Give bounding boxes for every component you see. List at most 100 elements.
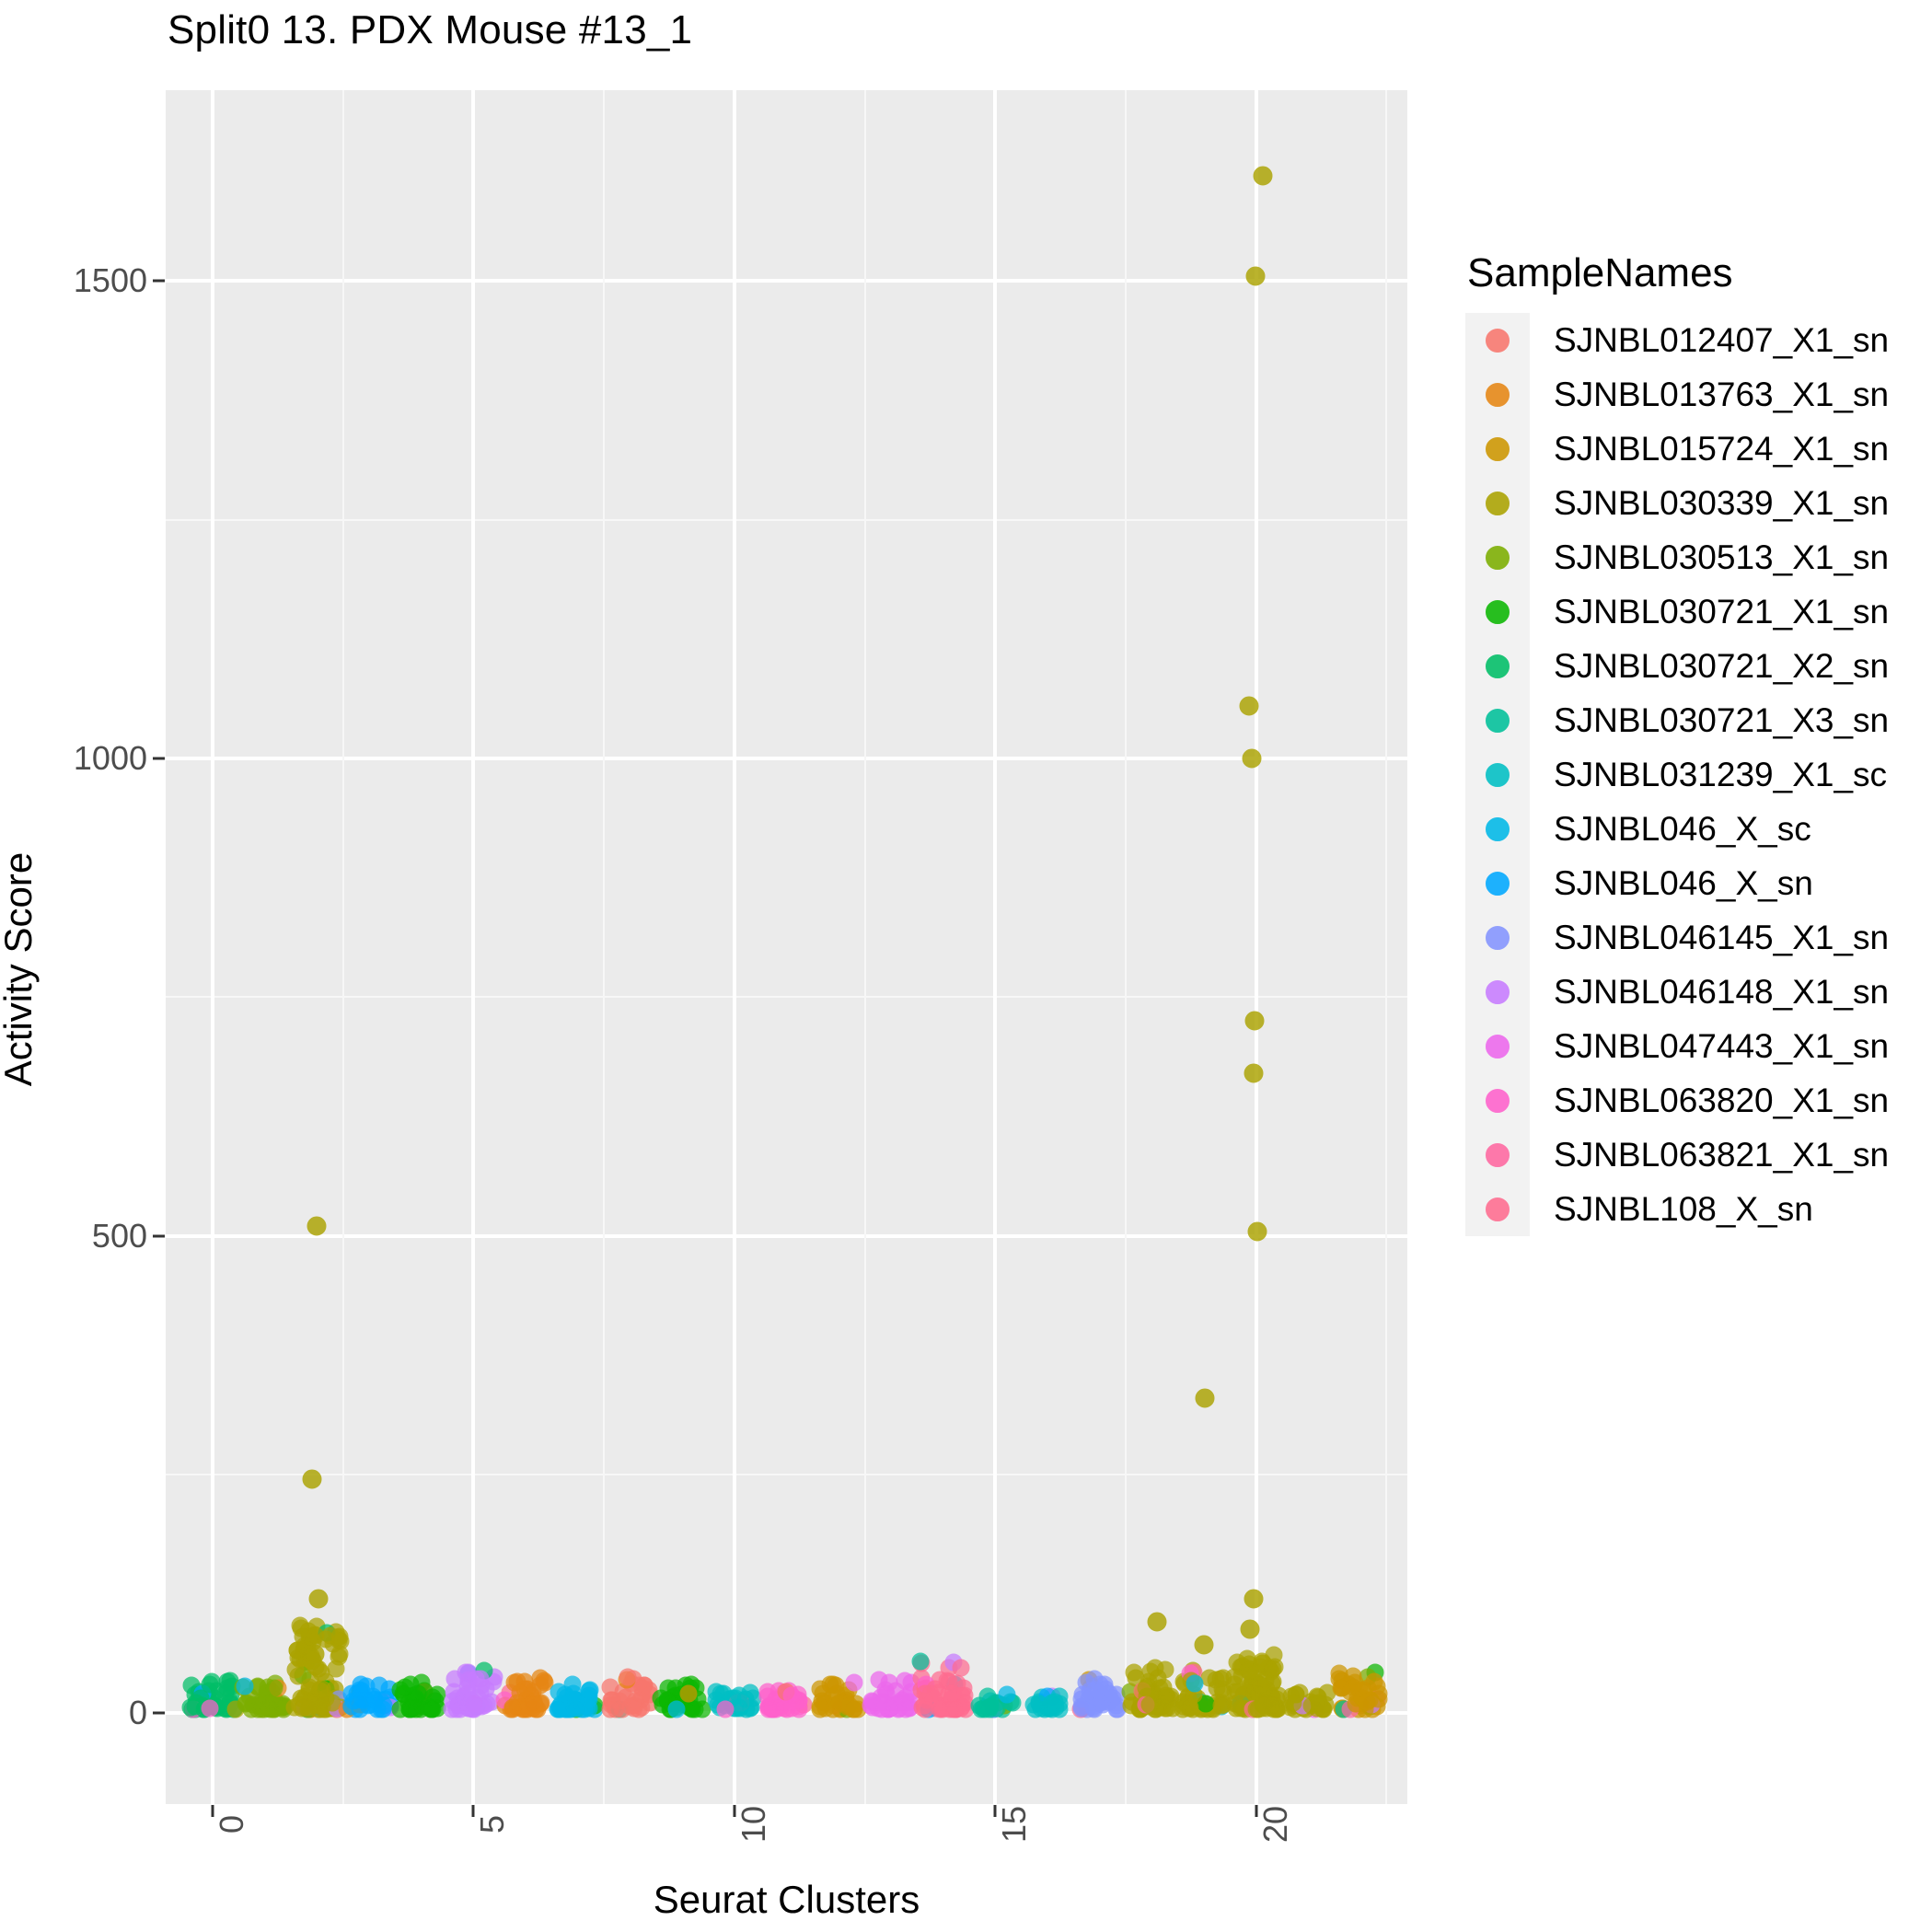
data-point [201, 1675, 219, 1694]
gridline-major-vertical [211, 90, 214, 1804]
gridline-minor-vertical [1385, 90, 1388, 1804]
legend-color-dot-icon [1486, 925, 1510, 950]
legend-item[interactable]: SJNBL047443_X1_sn [1465, 1019, 1926, 1073]
legend-key-swatch [1465, 1073, 1530, 1128]
y-tick-label: 0 [128, 1694, 147, 1732]
legend-item[interactable]: SJNBL030721_X2_sn [1465, 639, 1926, 693]
legend-item-label: SJNBL046148_X1_sn [1554, 972, 1890, 1011]
data-point [1358, 1693, 1376, 1711]
x-tick-label: 10 [734, 1805, 772, 1844]
data-point [352, 1675, 370, 1694]
legend-item[interactable]: SJNBL046148_X1_sn [1465, 965, 1926, 1019]
data-point [1186, 1674, 1204, 1693]
legend-item[interactable]: SJNBL046145_X1_sn [1465, 910, 1926, 965]
legend-item-label: SJNBL063821_X1_sn [1554, 1135, 1890, 1174]
data-point [619, 1668, 637, 1686]
data-point [830, 1694, 849, 1712]
data-point-outlier [1195, 1388, 1215, 1408]
legend-item[interactable]: SJNBL030339_X1_sn [1465, 476, 1926, 530]
legend-key-swatch [1465, 856, 1530, 910]
data-point-outlier [1239, 1660, 1259, 1680]
data-point [1140, 1695, 1159, 1714]
data-point-outlier [1244, 1589, 1264, 1609]
data-point [181, 1698, 200, 1717]
legend-item[interactable]: SJNBL063821_X1_sn [1465, 1128, 1926, 1182]
data-point-outlier [302, 1469, 322, 1489]
data-point [911, 1652, 930, 1671]
gridline-major-horizontal [166, 757, 1407, 761]
gridline-minor-horizontal [166, 518, 1407, 521]
data-point [782, 1686, 801, 1705]
legend-item[interactable]: SJNBL030513_X1_sn [1465, 530, 1926, 584]
legend-key-swatch [1465, 1019, 1530, 1073]
data-point [578, 1698, 596, 1717]
y-tick-label: 1000 [73, 739, 147, 778]
legend-key-swatch [1465, 313, 1530, 367]
data-point [679, 1684, 698, 1703]
legend-item-label: SJNBL013763_X1_sn [1554, 375, 1890, 413]
gridline-minor-horizontal [166, 1474, 1407, 1476]
legend-color-dot-icon [1486, 436, 1510, 461]
y-tick-mark [153, 757, 165, 760]
data-point [1302, 1696, 1321, 1715]
legend-item[interactable]: SJNBL012407_X1_sn [1465, 313, 1926, 367]
data-point [1287, 1685, 1305, 1704]
legend-item[interactable]: SJNBL030721_X1_sn [1465, 584, 1926, 639]
legend-color-dot-icon [1486, 1142, 1510, 1167]
y-tick-label: 1500 [73, 261, 147, 300]
data-point [1157, 1686, 1175, 1705]
legend-color-dot-icon [1486, 328, 1510, 353]
legend-color-dot-icon [1486, 979, 1510, 1004]
legend-item[interactable]: SJNBL030721_X3_sn [1465, 693, 1926, 747]
legend-item-label: SJNBL047443_X1_sn [1554, 1026, 1890, 1065]
legend-item[interactable]: SJNBL046_X_sc [1465, 802, 1926, 856]
legend-color-dot-icon [1486, 708, 1510, 733]
legend-item[interactable]: SJNBL046_X_sn [1465, 856, 1926, 910]
legend-key-swatch [1465, 530, 1530, 584]
data-point-outlier [1244, 1011, 1265, 1031]
gridline-major-vertical [732, 90, 736, 1804]
data-point-outlier [1244, 1063, 1264, 1083]
legend-item-label: SJNBL030721_X2_sn [1554, 646, 1890, 685]
data-point [580, 1682, 598, 1700]
gridline-major-vertical [993, 90, 998, 1804]
legend-item-label: SJNBL012407_X1_sn [1554, 320, 1890, 359]
data-point [236, 1677, 254, 1695]
gridline-minor-vertical [341, 90, 344, 1804]
legend-item[interactable]: SJNBL031239_X1_sc [1465, 747, 1926, 802]
legend-item-label: SJNBL030513_X1_sn [1554, 538, 1890, 576]
legend-title: SampleNames [1467, 250, 1733, 295]
legend: SampleNames SJNBL012407_X1_sn SJNBL013763… [1465, 250, 1926, 1236]
data-point [466, 1698, 484, 1717]
legend-items: SJNBL012407_X1_sn SJNBL013763_X1_sn SJNBL0… [1465, 313, 1926, 1236]
legend-item-label: SJNBL015724_X1_sn [1554, 429, 1890, 468]
gridline-minor-vertical [863, 90, 866, 1804]
data-point-outlier [1239, 696, 1259, 716]
data-point [265, 1679, 283, 1697]
y-tick-mark [153, 1234, 165, 1238]
data-point [716, 1700, 735, 1718]
data-point [1050, 1687, 1069, 1706]
data-point [344, 1692, 363, 1710]
data-point [821, 1675, 839, 1694]
legend-item-label: SJNBL046_X_sc [1554, 809, 1811, 848]
plot-panel [166, 90, 1407, 1804]
x-tick-label: 0 [213, 1814, 250, 1834]
legend-item[interactable]: SJNBL013763_X1_sn [1465, 367, 1926, 422]
data-point [897, 1700, 915, 1718]
data-point [330, 1645, 349, 1663]
data-point-outlier [302, 1650, 322, 1671]
legend-item-label: SJNBL031239_X1_sc [1554, 755, 1888, 793]
data-point [952, 1659, 970, 1677]
data-point-outlier [1194, 1635, 1214, 1655]
legend-item[interactable]: SJNBL063820_X1_sn [1465, 1073, 1926, 1128]
data-point [1229, 1683, 1247, 1701]
y-tick-mark [153, 1711, 165, 1715]
data-point [1181, 1698, 1199, 1717]
legend-item[interactable]: SJNBL108_X_sn [1465, 1182, 1926, 1236]
legend-key-swatch [1465, 747, 1530, 802]
legend-item[interactable]: SJNBL015724_X1_sn [1465, 422, 1926, 476]
data-point [845, 1673, 863, 1692]
data-point [531, 1676, 550, 1695]
